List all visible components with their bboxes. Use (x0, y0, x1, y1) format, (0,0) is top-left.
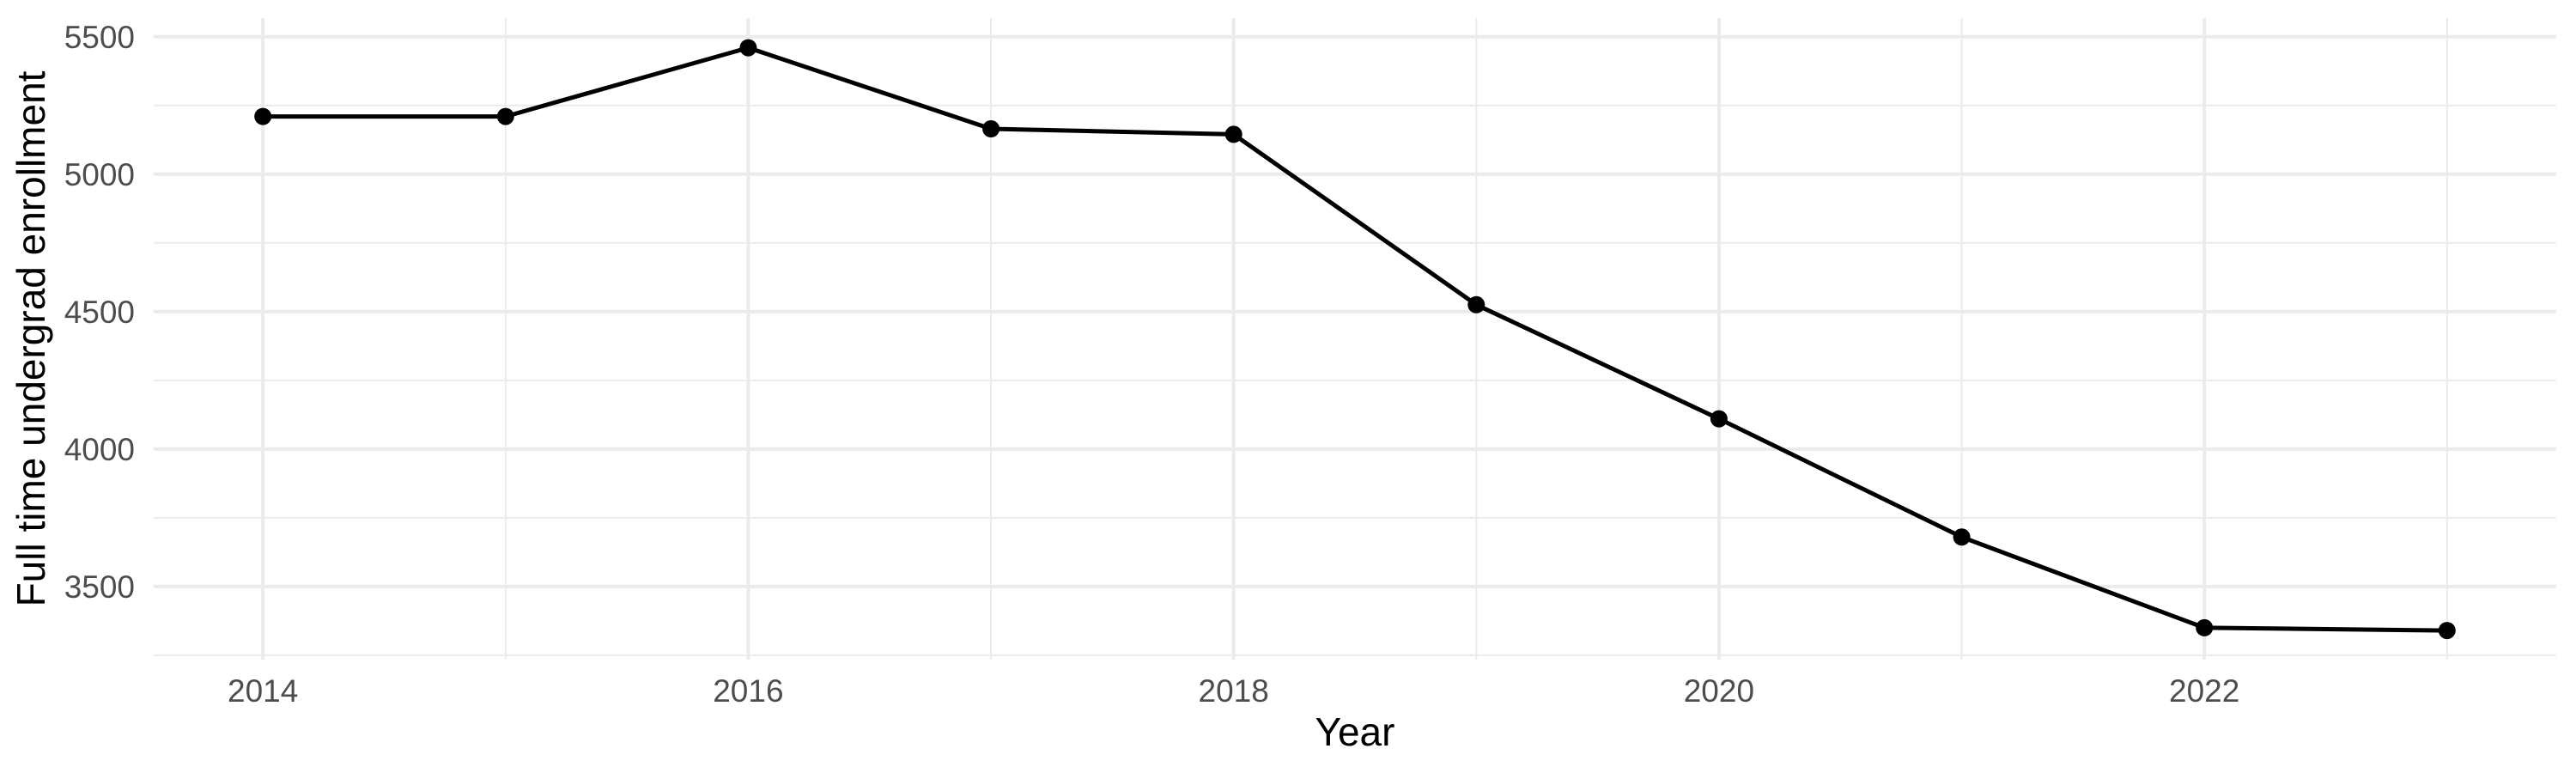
y-tick-label-5000: 5000 (64, 157, 135, 192)
y-tick-label-5500: 5500 (64, 20, 135, 55)
data-point-2018 (1224, 125, 1242, 143)
x-tick-label-2022: 2022 (2169, 673, 2239, 709)
x-axis-title: Year (1315, 709, 1395, 754)
data-point-2021 (1953, 528, 1971, 546)
y-tick-label-3500: 3500 (64, 569, 135, 605)
data-point-2022 (2196, 618, 2214, 636)
data-point-2014 (254, 107, 272, 125)
y-axis-title: Full time undergrad enrollment (9, 70, 53, 606)
data-point-2016 (739, 39, 757, 57)
data-point-2019 (1467, 295, 1485, 313)
data-point-2020 (1710, 410, 1728, 428)
data-point-2023 (2438, 622, 2456, 640)
x-tick-label-2016: 2016 (713, 673, 783, 709)
x-tick-label-2020: 2020 (1684, 673, 1754, 709)
data-point-2015 (496, 107, 514, 125)
y-tick-label-4500: 4500 (64, 295, 135, 330)
data-point-2017 (982, 120, 1000, 137)
x-tick-label-2014: 2014 (228, 673, 298, 709)
y-tick-label-4000: 4000 (64, 432, 135, 467)
axis-tick-labels: 5500 5000 4500 4000 3500 2014 2016 2018 2020 2022 (64, 20, 2240, 709)
enrollment-line (263, 46, 2447, 633)
x-tick-label-2018: 2018 (1199, 673, 1269, 709)
data-series (254, 39, 2456, 640)
